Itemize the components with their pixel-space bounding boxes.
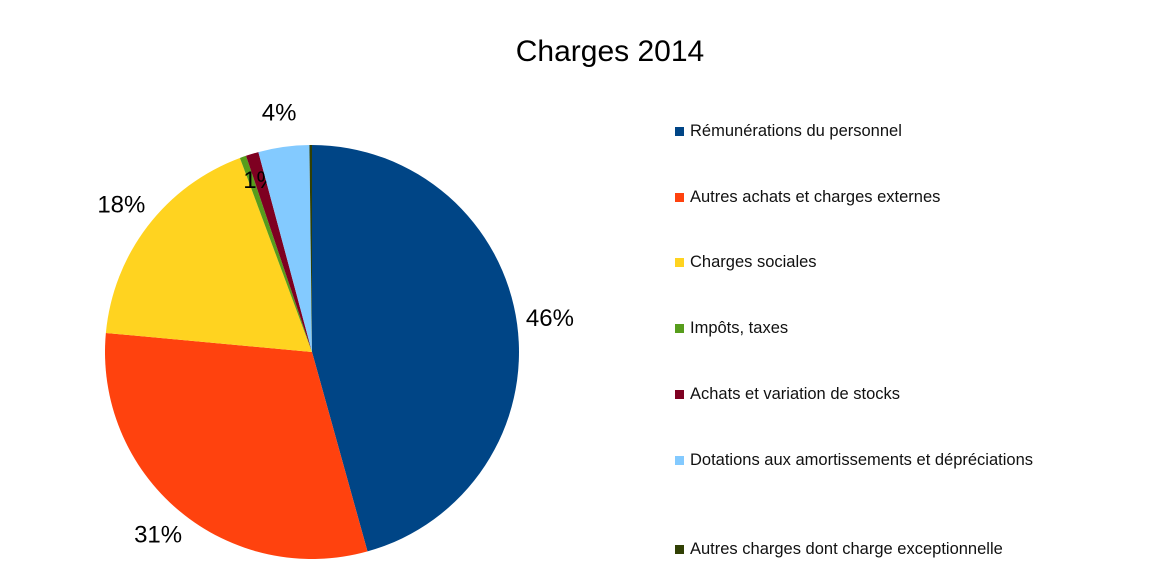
legend-label: Rémunérations du personnel bbox=[690, 122, 902, 140]
pie-slice bbox=[239, 155, 312, 352]
data-label: 18% bbox=[97, 191, 145, 218]
legend-label: Dotations aux amortissements et dépré­ci… bbox=[690, 450, 1034, 469]
legend-item: Dotations aux amortissements et dépré­ci… bbox=[675, 448, 1065, 472]
legend-label: Charges sociales bbox=[690, 253, 817, 272]
data-label: 31% bbox=[134, 522, 182, 549]
legend-item: Charges sociales bbox=[675, 250, 1065, 274]
pie-slice bbox=[309, 145, 312, 352]
legend-swatch bbox=[675, 545, 684, 555]
legend-swatch bbox=[675, 192, 684, 202]
pie-slice bbox=[312, 145, 520, 552]
legend-swatch bbox=[675, 258, 684, 268]
legend-label: Autres charges dont charge exceptionnell… bbox=[690, 540, 1003, 559]
data-label: 4% bbox=[262, 99, 297, 126]
pie-slice bbox=[105, 157, 312, 352]
legend-item: Autres charges dont charge exceptionnell… bbox=[675, 537, 1065, 561]
legend-item: Achats et variation de stocks bbox=[675, 382, 1065, 406]
legend-swatch bbox=[675, 389, 684, 399]
chart-title: Charges 2014 bbox=[516, 35, 704, 68]
legend-label: Impôts, taxes bbox=[690, 319, 789, 338]
legend-swatch bbox=[675, 455, 684, 465]
pie-slice bbox=[105, 332, 368, 559]
legend-swatch bbox=[675, 324, 684, 334]
pie-slice bbox=[246, 152, 312, 352]
data-label: 46% bbox=[526, 305, 574, 332]
legend-item: Autres achats et charges externes bbox=[675, 185, 1065, 209]
legend-item: Rémunérations du personnel bbox=[675, 119, 1065, 143]
legend-label: Autres achats et charges externes bbox=[690, 187, 941, 206]
legend-label: Achats et variation de stocks bbox=[690, 384, 901, 403]
legend-swatch bbox=[675, 127, 684, 136]
pie-slice bbox=[258, 145, 312, 352]
legend-item: Impôts, taxes bbox=[675, 316, 1065, 340]
